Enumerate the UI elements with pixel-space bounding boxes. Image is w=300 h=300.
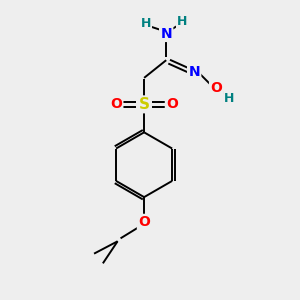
Text: O: O — [110, 98, 122, 111]
Text: N: N — [188, 65, 200, 79]
Text: O: O — [210, 81, 222, 95]
Text: H: H — [224, 92, 235, 105]
Text: H: H — [140, 17, 151, 30]
Text: N: N — [160, 27, 172, 41]
Text: O: O — [166, 98, 178, 111]
Text: O: O — [138, 215, 150, 229]
Text: S: S — [139, 97, 150, 112]
Text: H: H — [177, 15, 188, 28]
